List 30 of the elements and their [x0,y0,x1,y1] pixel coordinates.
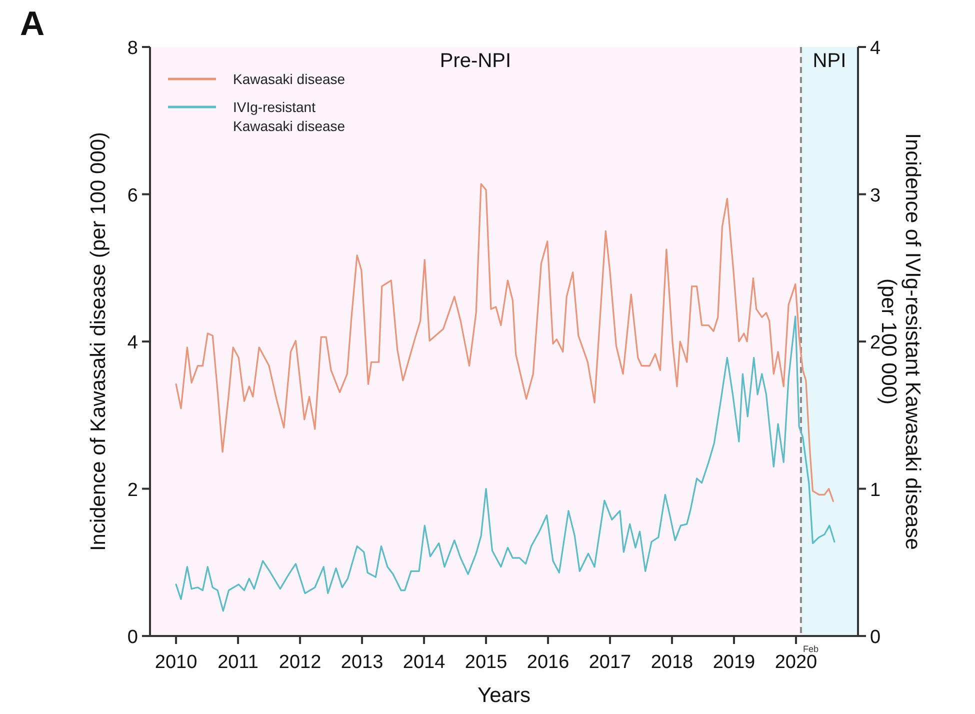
y-tick-label: 8 [127,38,138,59]
band-label: Pre-NPI [440,50,512,72]
ref-line-label: Feb [802,644,818,654]
x-axis-title: Years [478,684,530,707]
y-tick-label: 0 [127,627,138,648]
y2-tick-label: 4 [870,38,881,59]
band-label: NPI [812,50,846,72]
y2-tick-label: 0 [870,627,881,648]
y-tick-label: 4 [127,332,138,354]
x-tick-label: 2010 [154,652,198,673]
x-tick-label: 2011 [218,652,258,673]
y2-tick-label: 3 [870,185,881,206]
line-series [175,316,836,612]
x-tick-label: 2015 [464,652,508,673]
legend-label: IVIg-resistant Kawasaki disease [233,99,346,134]
y-axis-title: Incidence of Kawasaki disease (per 100 000) [87,132,110,552]
x-tick-label: 2019 [712,652,756,673]
x-tick-label: 2014 [402,652,446,673]
y-tick-label: 6 [127,185,138,206]
y2-tick-label: 1 [870,480,881,501]
chart-title: A [20,5,45,43]
x-tick-label: 2016 [526,652,570,673]
x-tick-label: 2012 [278,652,322,673]
y-tick-label: 2 [127,480,138,501]
x-tick-label: 2013 [340,652,384,673]
line-series [175,183,834,502]
x-tick-label: 2017 [588,652,632,673]
legend-label: Kawasaki disease [233,71,346,87]
x-tick-label: 2020 [774,652,818,673]
x-tick-label: 2018 [650,652,694,673]
